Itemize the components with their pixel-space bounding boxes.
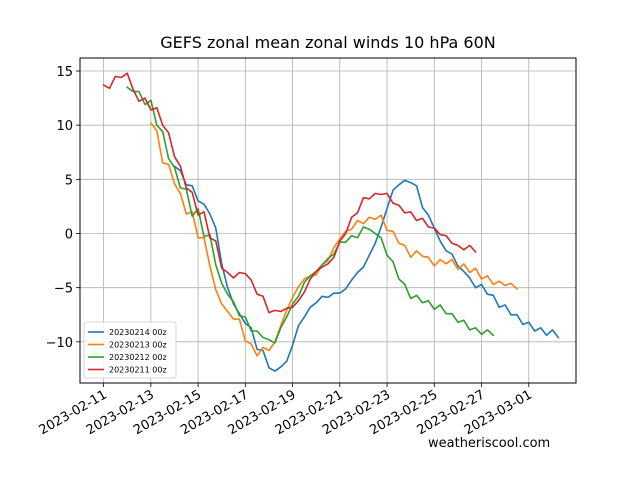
credit-text: weatheriscool.com [428,436,550,451]
series-line-4 [102,72,477,314]
legend-box [83,321,177,379]
series-lines [102,72,560,372]
y-tick-label: 10 [56,119,73,134]
y-tick-label: 15 [56,65,73,80]
y-tick-label: 0 [65,228,73,243]
legend-label: 20230213 00z [109,341,167,350]
legend-label: 20230214 00z [109,328,167,337]
grid [80,58,576,383]
y-axis: −10 −5 0 5 10 15 [46,65,80,351]
chart-title: GEFS zonal mean zonal winds 10 hPa 60N [160,33,495,52]
y-tick-label: 5 [65,173,73,188]
legend-label: 20230212 00z [109,353,167,362]
legend-label: 20230211 00z [109,366,167,375]
y-tick-label: −5 [54,282,73,297]
legend: 20230214 00z 20230213 00z 20230212 00z 2023… [83,321,177,379]
series-line-2 [149,121,519,357]
y-tick-label: −10 [46,336,73,351]
series-line-3 [126,86,495,344]
plot-frame [79,57,577,384]
